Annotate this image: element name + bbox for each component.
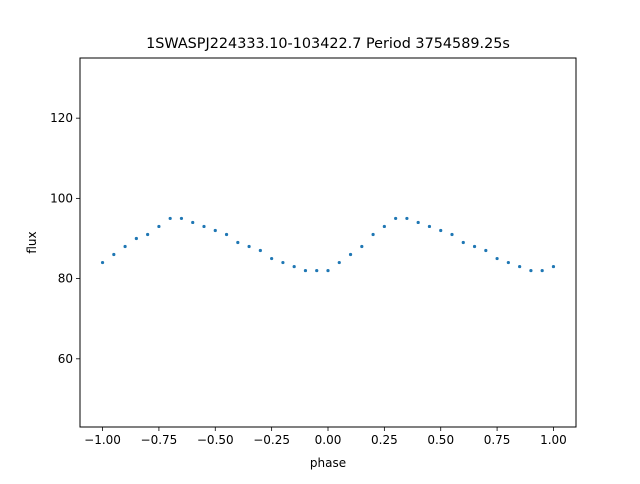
- x-tick-label: −0.75: [141, 433, 178, 447]
- data-point: [191, 220, 195, 225]
- data-point: [270, 256, 274, 261]
- data-point: [360, 244, 364, 249]
- x-axis-label: phase: [310, 456, 346, 470]
- data-point: [224, 232, 229, 237]
- y-tick-label: 100: [50, 191, 73, 205]
- data-point: [337, 260, 341, 265]
- data-point: [100, 260, 105, 265]
- data-point: [157, 224, 161, 229]
- data-point: [439, 228, 443, 233]
- y-axis-label: flux: [25, 231, 39, 253]
- data-point: [551, 264, 556, 269]
- x-tick-label: 0.75: [484, 433, 511, 447]
- data-point: [405, 216, 409, 221]
- y-tick-label: 80: [58, 272, 73, 286]
- data-point: [315, 268, 319, 273]
- data-point: [450, 232, 454, 237]
- data-point: [427, 224, 432, 229]
- points-layer: [100, 216, 556, 273]
- data-point: [348, 252, 353, 257]
- data-point: [281, 260, 285, 265]
- data-point: [247, 244, 251, 249]
- y-tick-label: 120: [50, 111, 73, 125]
- data-point: [179, 216, 184, 221]
- data-point: [134, 236, 138, 241]
- x-tick-label: 0.25: [371, 433, 398, 447]
- data-point: [123, 244, 127, 249]
- data-point: [394, 216, 398, 221]
- data-point: [326, 268, 330, 273]
- data-point: [484, 248, 488, 253]
- data-point: [529, 268, 533, 273]
- data-point: [258, 248, 262, 253]
- data-point: [202, 224, 206, 229]
- x-tick-label: −1.00: [84, 433, 121, 447]
- y-axis-ticks: 60 80 100 120: [50, 111, 80, 366]
- data-point: [382, 224, 386, 229]
- x-axis-ticks: −1.00 −0.75 −0.50 −0.25 0.00 0.25 0.50 0.75 1.00: [84, 427, 567, 447]
- data-point: [371, 232, 375, 237]
- data-point: [518, 264, 522, 269]
- data-point: [472, 244, 477, 249]
- x-tick-label: 0.00: [315, 433, 342, 447]
- data-point: [540, 268, 544, 273]
- data-point: [416, 220, 420, 225]
- x-tick-label: 0.50: [427, 433, 454, 447]
- data-point: [292, 264, 296, 269]
- data-point: [112, 252, 116, 257]
- data-point: [236, 240, 240, 245]
- data-point: [461, 240, 465, 245]
- data-point: [213, 228, 217, 233]
- x-tick-label: 1.00: [540, 433, 567, 447]
- y-tick-label: 60: [58, 352, 73, 366]
- data-point: [495, 256, 499, 261]
- x-tick-label: −0.25: [253, 433, 290, 447]
- data-point: [303, 268, 308, 273]
- data-point: [146, 232, 150, 237]
- data-point: [506, 260, 510, 265]
- x-tick-label: −0.50: [197, 433, 234, 447]
- chart-title: 1SWASPJ224333.10-103422.7 Period 3754589…: [146, 36, 510, 52]
- data-point: [168, 216, 172, 221]
